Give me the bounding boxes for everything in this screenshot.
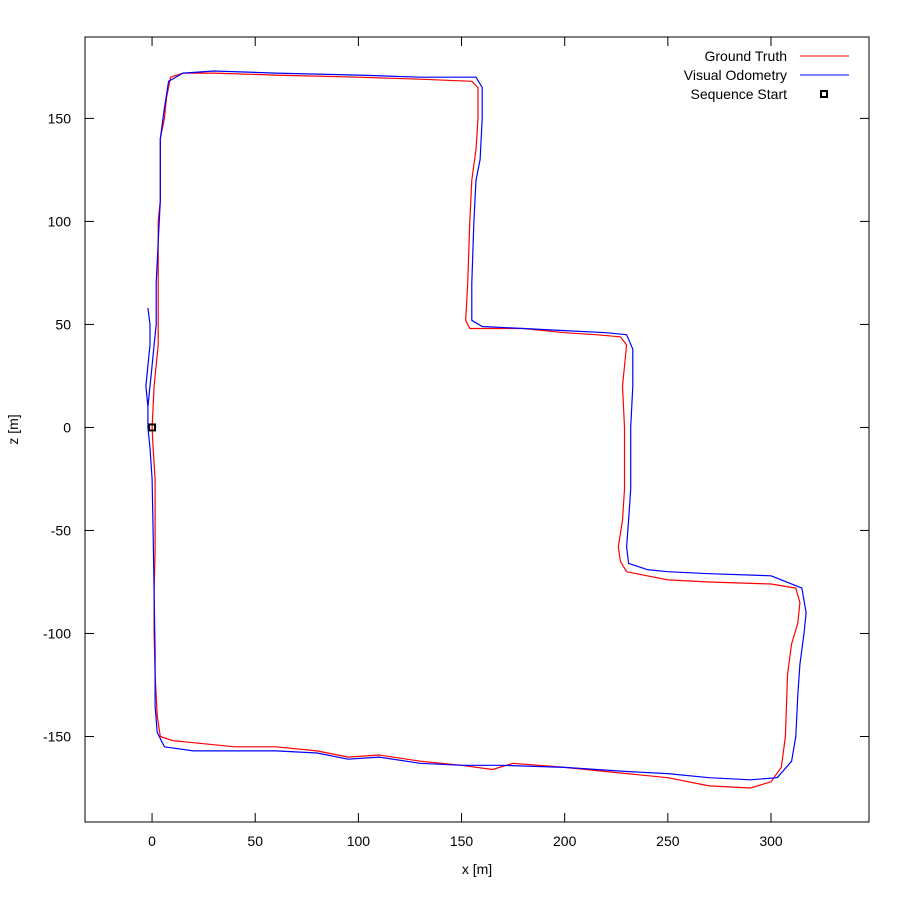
legend: Ground Truth Visual Odometry Sequence St… (684, 48, 849, 102)
x-tick-label: 0 (148, 833, 156, 849)
y-tick-label: -100 (43, 625, 71, 641)
tick-labels: 0 50 100 150 200 250 300 -150 -100 -50 0 50 100 150 (43, 110, 783, 849)
y-axis-label: z [m] (5, 414, 21, 444)
plot-frame (84, 36, 870, 823)
y-tick-label: 50 (55, 316, 71, 332)
sequence-start-marker (148, 423, 157, 432)
y-tick-label: -50 (51, 522, 71, 538)
x-tick-label: 100 (347, 833, 371, 849)
x-tick-label: 50 (247, 833, 263, 849)
x-tick-label: 250 (656, 833, 680, 849)
y-tick-label: -150 (43, 728, 71, 744)
y-tick-label: 100 (48, 213, 72, 229)
axis-ticks (85, 37, 869, 822)
x-axis-label: x [m] (462, 861, 492, 877)
ground-truth-line (151, 72, 801, 789)
x-tick-label: 150 (450, 833, 474, 849)
legend-label-ground-truth: Ground Truth (705, 48, 788, 64)
visual-odometry-line (145, 70, 807, 781)
legend-label-visual-odometry: Visual Odometry (684, 67, 787, 83)
x-tick-label: 200 (553, 833, 577, 849)
legend-label-sequence-start: Sequence Start (690, 86, 787, 102)
series-layer (145, 70, 807, 789)
legend-marker-sequence-start (820, 90, 828, 98)
y-tick-label: 150 (48, 110, 72, 126)
x-tick-label: 300 (759, 833, 783, 849)
y-tick-label: 0 (63, 419, 71, 435)
